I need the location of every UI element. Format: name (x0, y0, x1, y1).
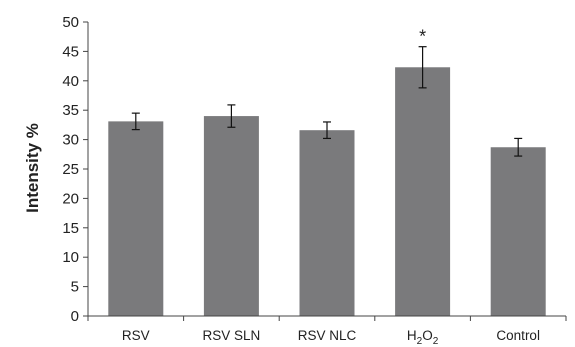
y-tick-label: 30 (62, 132, 79, 149)
x-tick-label: RSV NLC (298, 328, 357, 343)
x-tick-label: RSV SLN (203, 328, 261, 343)
bar-series: * (108, 27, 545, 316)
significance-marker: * (419, 27, 426, 47)
y-tick-label: 20 (62, 190, 79, 207)
y-tick-label: 50 (62, 14, 79, 31)
bar (108, 121, 163, 316)
y-tick-label: 40 (62, 73, 79, 90)
y-tick-label: 10 (62, 249, 79, 266)
y-tick-label: 0 (71, 308, 79, 325)
x-tick-label: Control (496, 328, 540, 343)
y-axis-title: Intensity % (23, 123, 42, 213)
bar (204, 116, 259, 316)
bar (300, 130, 355, 316)
y-tick-label: 25 (62, 161, 79, 178)
y-tick-label: 15 (62, 220, 79, 237)
label-part: H (407, 328, 417, 343)
x-tick-label: RSV (122, 328, 150, 343)
y-axis: 0 5 10 15 20 25 30 35 40 45 50 (62, 14, 88, 325)
y-tick-label: 5 (71, 279, 79, 296)
y-tick-label: 45 (62, 43, 79, 60)
bar (491, 147, 546, 316)
bar (395, 67, 450, 316)
x-axis: RSV RSV SLN RSV NLC H2O2 Control (88, 316, 566, 347)
label-part: O (422, 328, 433, 343)
subscript: 2 (433, 336, 439, 347)
x-tick-label: H2O2 (407, 328, 439, 347)
y-tick-label: 35 (62, 102, 79, 119)
